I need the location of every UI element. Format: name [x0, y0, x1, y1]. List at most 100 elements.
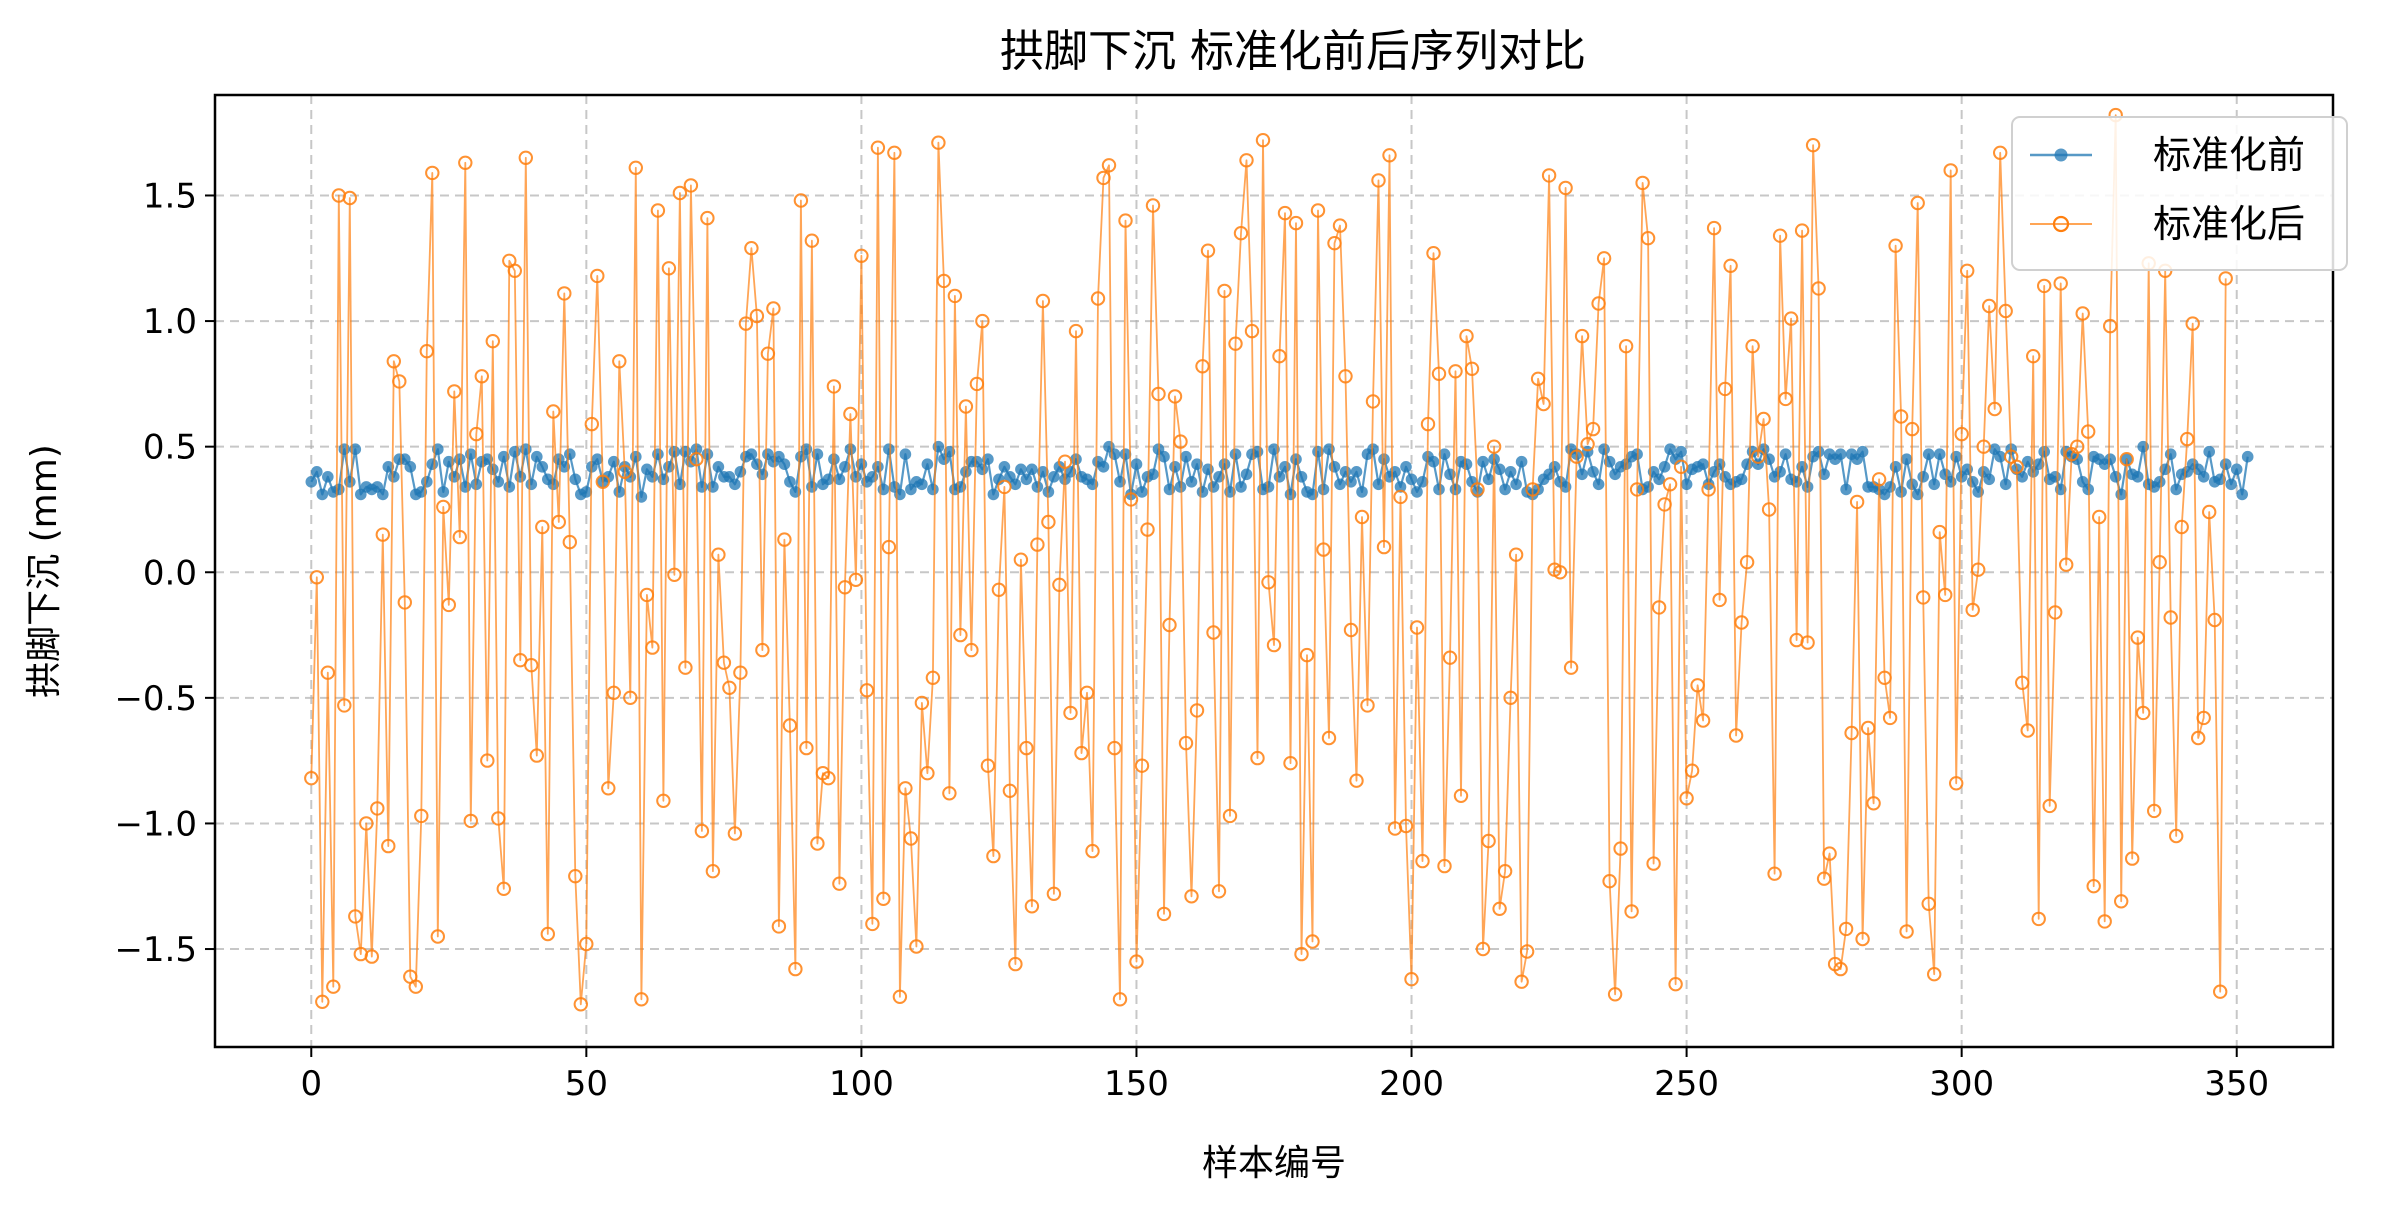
data-point	[1695, 713, 1711, 728]
legend-marker-after	[2052, 215, 2070, 233]
data-point	[514, 471, 527, 483]
data-point	[1118, 213, 1133, 228]
data-point	[2053, 276, 2068, 291]
x-tick-label: 300	[1929, 1064, 1994, 1104]
data-point	[1899, 924, 1914, 939]
data-point	[822, 473, 835, 486]
data-point	[689, 452, 704, 467]
data-point	[722, 680, 737, 695]
data-point	[1911, 488, 1924, 501]
data-point	[1129, 954, 1144, 969]
data-point	[1493, 463, 1506, 476]
data-point	[1499, 483, 1511, 496]
data-point	[573, 997, 588, 1012]
data-point	[2042, 798, 2057, 814]
data-point	[1492, 901, 1507, 916]
data-point	[1147, 468, 1159, 481]
y-tick-label: −1.5	[114, 930, 197, 970]
data-point	[503, 481, 516, 493]
data-point	[492, 476, 505, 488]
data-point	[1576, 468, 1588, 481]
data-point	[1317, 483, 1330, 496]
data-point	[2203, 445, 2215, 458]
data-point	[386, 354, 401, 369]
data-point	[1191, 458, 1203, 471]
legend: 标准化前 标准化后	[2011, 116, 2348, 271]
data-point	[2104, 453, 2116, 466]
data-point	[899, 448, 912, 461]
data-point	[338, 443, 351, 456]
data-point	[1024, 899, 1040, 914]
data-point	[1602, 874, 1617, 889]
data-point	[1068, 323, 1084, 339]
data-point	[1728, 728, 1744, 743]
data-point	[1266, 637, 1282, 653]
data-point	[1448, 364, 1463, 379]
data-point	[1411, 486, 1423, 498]
data-point	[859, 683, 875, 698]
data-point	[991, 582, 1007, 597]
data-point	[903, 831, 919, 846]
data-point	[1437, 858, 1452, 874]
data-point	[1299, 647, 1315, 663]
data-point	[1833, 961, 1848, 977]
data-point	[388, 471, 400, 483]
data-point	[1382, 148, 1397, 163]
data-point	[452, 529, 467, 545]
data-point	[425, 165, 440, 181]
data-point	[667, 567, 682, 582]
data-point	[1882, 710, 1898, 726]
data-point	[518, 150, 533, 166]
data-point	[2152, 555, 2167, 570]
data-point	[1932, 524, 1947, 540]
y-tick-label: 1.0	[143, 302, 197, 342]
data-point	[788, 961, 803, 977]
data-point	[2170, 483, 2182, 496]
data-point	[480, 753, 495, 768]
data-point	[1928, 478, 1940, 491]
data-point	[1690, 678, 1705, 693]
data-point	[1475, 941, 1491, 957]
data-point	[1486, 439, 1502, 454]
x-tick-label: 100	[829, 1064, 894, 1104]
data-point	[1680, 478, 1693, 491]
chart-title: 拱脚下沉 标准化前后序列对比	[1000, 26, 1586, 77]
data-point	[645, 640, 660, 655]
data-point	[1009, 478, 1022, 491]
data-point	[529, 748, 544, 763]
data-point	[1431, 366, 1447, 381]
data-point	[2207, 612, 2222, 628]
data-point	[1409, 620, 1425, 635]
data-point	[909, 939, 924, 954]
data-point	[678, 660, 693, 675]
data-point	[1993, 145, 2008, 161]
data-point	[843, 406, 858, 422]
data-point	[1592, 478, 1605, 491]
legend-label-before: 标准化前	[2153, 133, 2305, 177]
x-tick-label: 150	[1104, 1064, 1169, 1104]
data-point	[2114, 894, 2129, 909]
data-point	[1310, 203, 1326, 218]
data-point	[947, 288, 963, 304]
data-point	[602, 471, 615, 483]
data-point	[668, 445, 681, 458]
data-point	[1288, 215, 1304, 231]
data-point	[1481, 833, 1496, 849]
data-point	[2059, 557, 2074, 572]
data-point	[628, 160, 643, 176]
data-point	[1866, 796, 1881, 811]
data-point	[1442, 650, 1458, 665]
data-point	[1008, 956, 1023, 972]
data-point	[392, 374, 407, 389]
data-point	[1580, 437, 1595, 452]
data-point	[546, 404, 561, 419]
data-point	[1712, 592, 1727, 608]
data-point	[1085, 843, 1100, 859]
data-point	[969, 376, 985, 392]
y-axis-ticks: −1.5 −1.0 −0.5 0.0 0.5 1.0 1.5	[114, 176, 215, 970]
data-point	[1233, 226, 1249, 241]
data-point	[1195, 359, 1210, 374]
data-point	[1569, 449, 1584, 464]
data-point	[2241, 450, 2254, 463]
data-point	[986, 848, 1001, 864]
